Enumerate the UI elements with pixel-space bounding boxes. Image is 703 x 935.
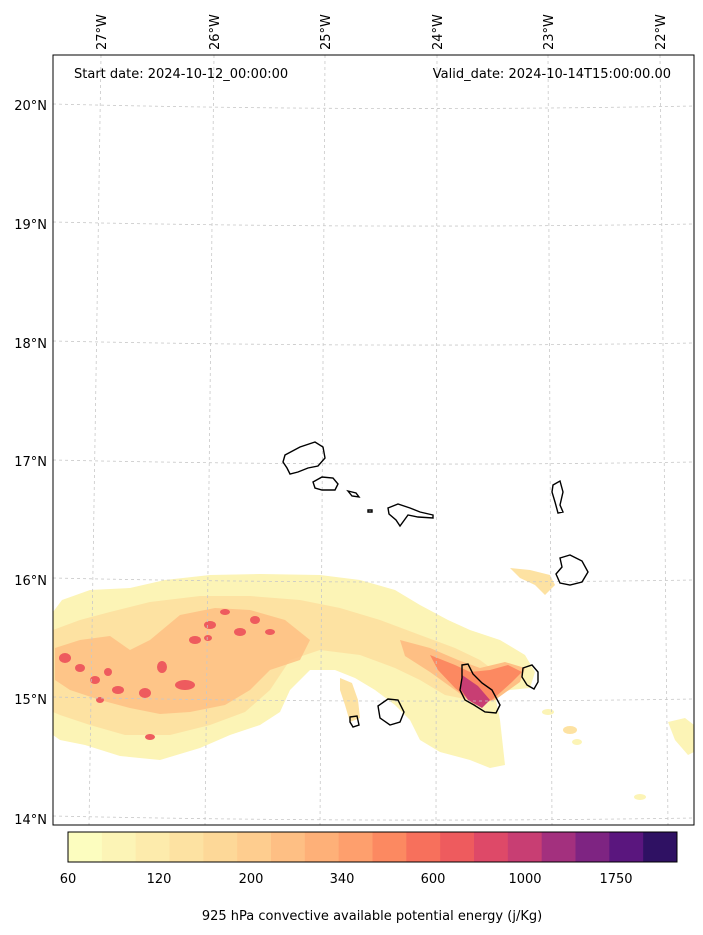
lon-label: 22°W	[654, 14, 669, 50]
lat-label: 14°N	[14, 813, 47, 828]
cape-patch-small-2	[542, 709, 554, 715]
colorbar-segment	[440, 832, 475, 862]
cape-field	[53, 568, 694, 800]
island-fogo	[377, 698, 405, 726]
colorbar-tick: 60	[60, 872, 77, 887]
island-santa-luzia	[346, 489, 361, 498]
cape-cells-west	[59, 609, 275, 740]
colorbar	[68, 832, 678, 862]
cape-region-salmon-east	[430, 655, 522, 702]
island-sal	[551, 479, 564, 514]
map-frame	[52, 54, 695, 826]
colorbar-tick: 1000	[508, 872, 541, 887]
island-sao-vicente	[312, 476, 339, 491]
map-gridlines	[52, 54, 695, 826]
cape-patch-fogo-west	[340, 678, 360, 722]
colorbar-tick: 200	[239, 872, 264, 887]
colorbar-frame	[67, 831, 678, 863]
colorbar-segment	[237, 832, 272, 862]
colorbar-segment	[609, 832, 644, 862]
cape-patch-east-edge	[668, 718, 694, 755]
valid-date-text: Valid_date: 2024-10-14T15:00:00.00	[433, 67, 671, 82]
colorbar-segment	[101, 832, 137, 862]
colorbar-segment	[575, 832, 610, 862]
cape-patch-boavista	[510, 568, 555, 595]
lat-labels: 20°N 19°N 18°N 17°N 16°N 15°N 14°N	[14, 99, 47, 828]
colorbar-segment	[271, 832, 306, 862]
colorbar-segment	[68, 832, 103, 862]
colorbar-tick: 120	[147, 872, 172, 887]
island-raso	[367, 509, 373, 513]
colorbar-segment	[507, 832, 543, 862]
lat-label: 16°N	[14, 574, 47, 589]
colorbar-segment	[406, 832, 441, 862]
colorbar-segment	[304, 832, 340, 862]
island-brava	[349, 715, 360, 728]
colorbar-segment	[203, 832, 238, 862]
island-boa-vista	[555, 554, 589, 586]
colorbar-segment	[474, 832, 509, 862]
colorbar-segment	[541, 832, 576, 862]
lat-label: 20°N	[14, 99, 47, 114]
lon-label: 26°W	[208, 14, 223, 50]
cape-region-red-east	[460, 675, 490, 708]
lon-labels: 27°W 26°W 25°W 24°W 23°W 22°W	[95, 14, 669, 50]
cape-patch-small-4	[634, 794, 646, 800]
lon-label: 24°W	[431, 14, 446, 50]
start-date-text: Start date: 2024-10-12_00:00:00	[74, 67, 288, 82]
cape-patch-small-3	[572, 739, 582, 745]
lat-label: 17°N	[14, 455, 47, 470]
lon-label: 27°W	[95, 14, 110, 50]
colorbar-segment	[372, 832, 407, 862]
lon-label: 23°W	[542, 14, 557, 50]
island-santiago	[459, 663, 501, 714]
island-sao-nicolau	[387, 503, 434, 528]
lat-label: 18°N	[14, 337, 47, 352]
island-maio	[521, 664, 539, 690]
cape-patch-small-1	[563, 726, 577, 734]
colorbar-tick: 600	[421, 872, 446, 887]
colorbar-segment	[135, 832, 170, 862]
colorbar-tick: 1750	[599, 872, 632, 887]
lat-label: 19°N	[14, 218, 47, 233]
colorbar-label: 925 hPa convective available potential e…	[202, 909, 542, 924]
colorbar-tick: 340	[330, 872, 355, 887]
coastlines	[282, 441, 589, 728]
colorbar-segment	[338, 832, 373, 862]
lon-label: 25°W	[319, 14, 334, 50]
colorbar-segment	[169, 832, 204, 862]
colorbar-ticks: 60 120 200 340 600 1000 1750	[60, 872, 633, 887]
island-santo-antao	[282, 441, 326, 475]
lat-label: 15°N	[14, 693, 47, 708]
colorbar-segment	[643, 832, 678, 862]
